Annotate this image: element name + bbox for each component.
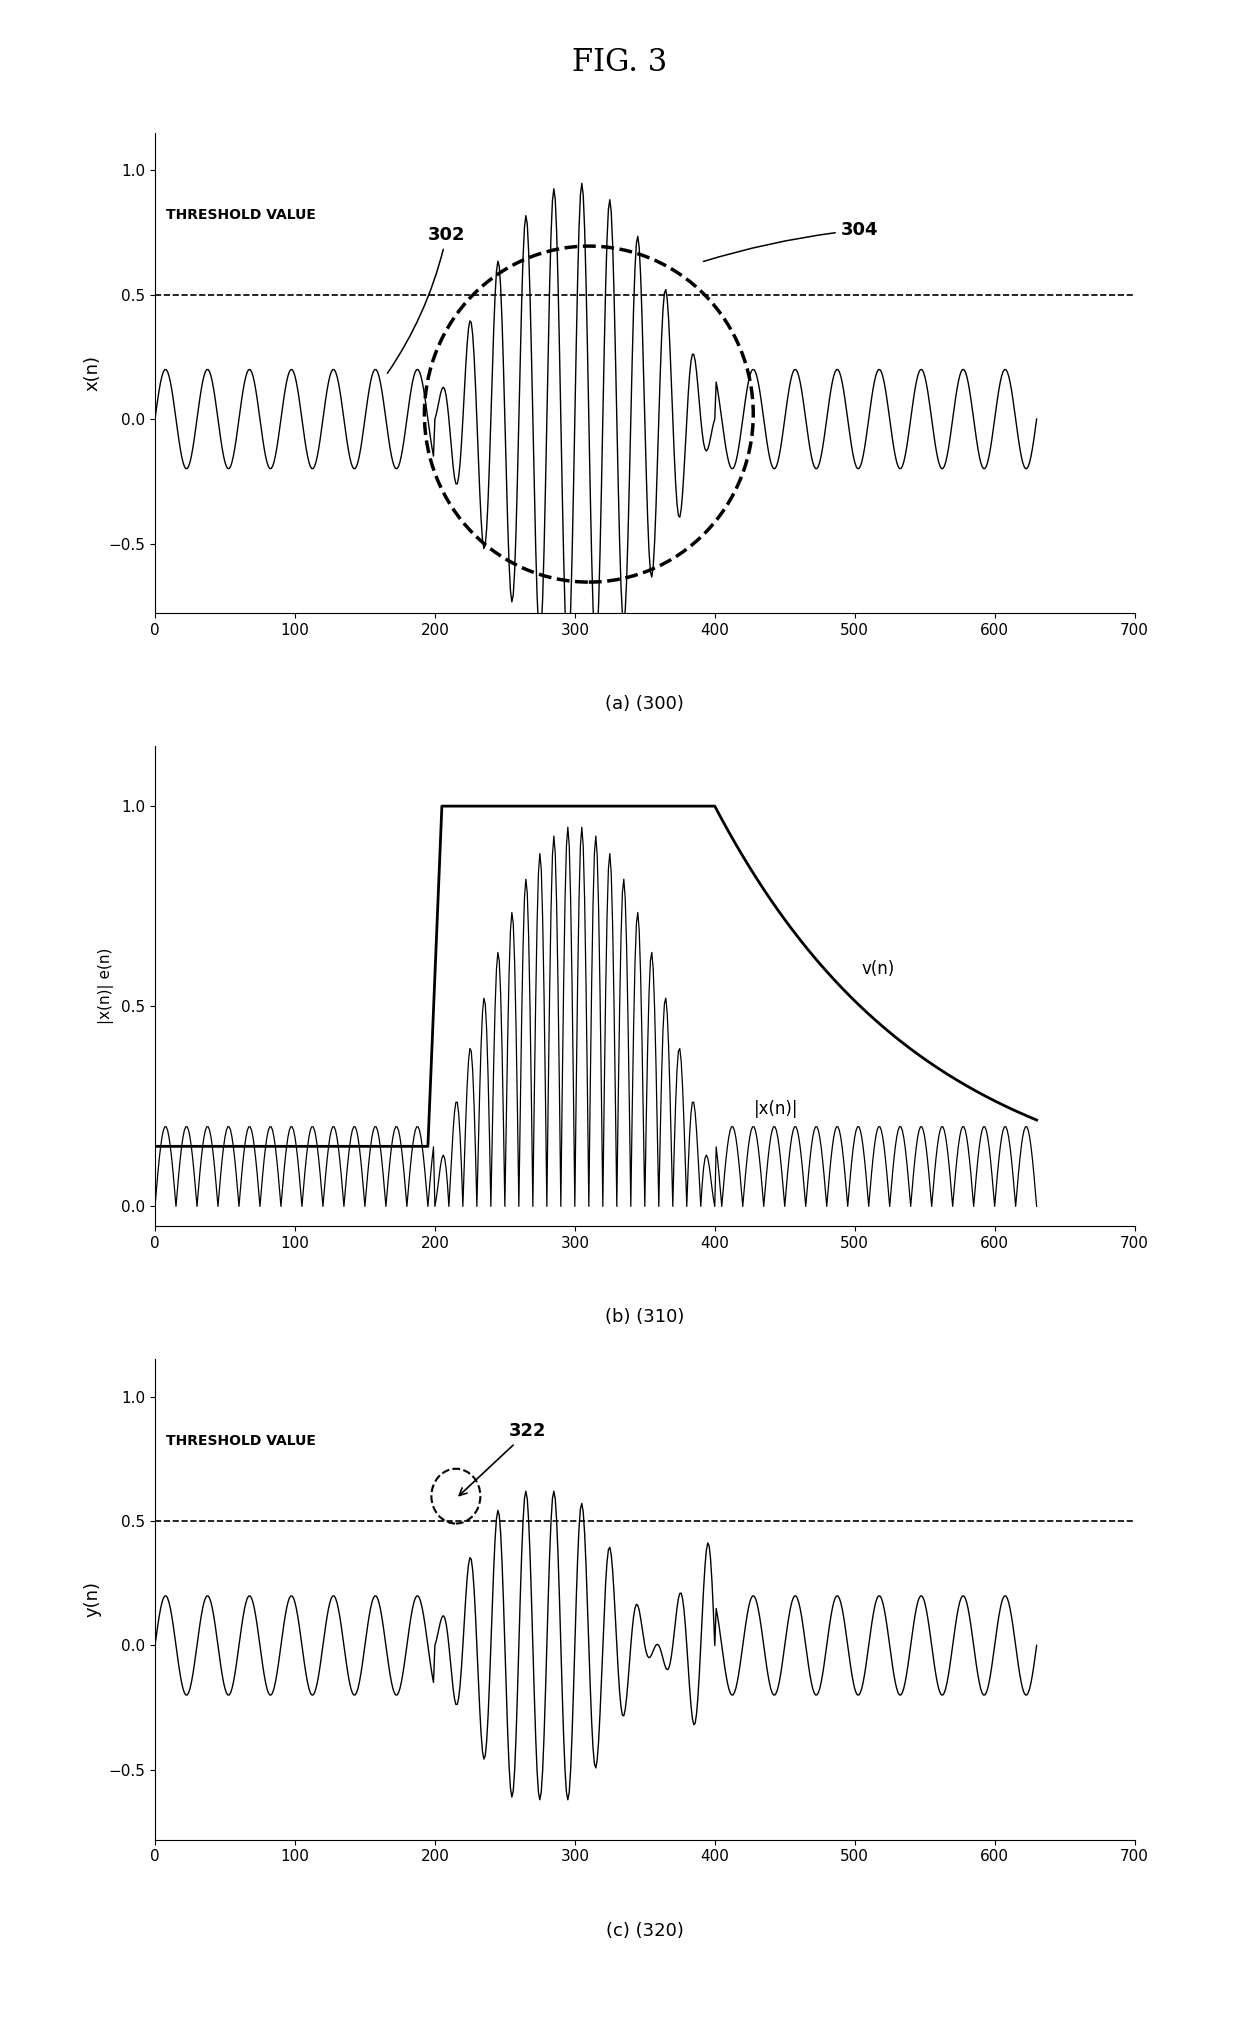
Text: 304: 304 xyxy=(703,221,878,262)
Y-axis label: x(n): x(n) xyxy=(83,356,102,390)
Text: (a) (300): (a) (300) xyxy=(605,695,684,713)
Text: FIG. 3: FIG. 3 xyxy=(573,47,667,78)
Text: THRESHOLD VALUE: THRESHOLD VALUE xyxy=(166,208,316,223)
Text: 302: 302 xyxy=(387,227,465,374)
Text: (c) (320): (c) (320) xyxy=(606,1921,683,1940)
Text: (b) (310): (b) (310) xyxy=(605,1308,684,1327)
Y-axis label: y(n): y(n) xyxy=(83,1582,102,1617)
Text: v(n): v(n) xyxy=(862,961,895,979)
Text: 322: 322 xyxy=(459,1423,547,1496)
Text: |x(n)|: |x(n)| xyxy=(754,1100,799,1118)
Y-axis label: |x(n)| e(n): |x(n)| e(n) xyxy=(98,948,114,1024)
Text: THRESHOLD VALUE: THRESHOLD VALUE xyxy=(166,1435,316,1449)
